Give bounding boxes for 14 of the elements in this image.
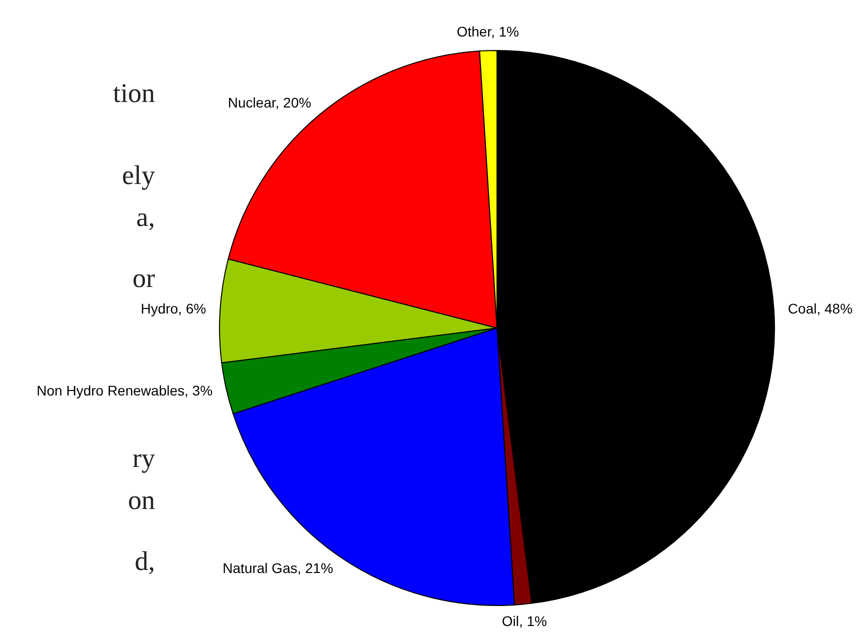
slice-label: Coal, 48%	[788, 300, 853, 317]
text: d,	[134, 546, 155, 577]
slice-label: Other, 1%	[456, 24, 519, 40]
text: a,	[136, 202, 155, 233]
text: ry	[132, 443, 155, 474]
text: tion	[112, 78, 155, 109]
slice-label: Non Hydro Renewables, 3%	[36, 382, 213, 398]
slice-label: Natural Gas, 21%	[222, 560, 334, 576]
slice-label: Oil, 1%	[502, 613, 547, 630]
slice-label: Hydro, 6%	[140, 300, 206, 317]
slice-label: Nuclear, 20%	[228, 94, 312, 110]
text: ely	[122, 160, 155, 191]
text: on	[128, 485, 155, 516]
text: or	[132, 263, 155, 294]
